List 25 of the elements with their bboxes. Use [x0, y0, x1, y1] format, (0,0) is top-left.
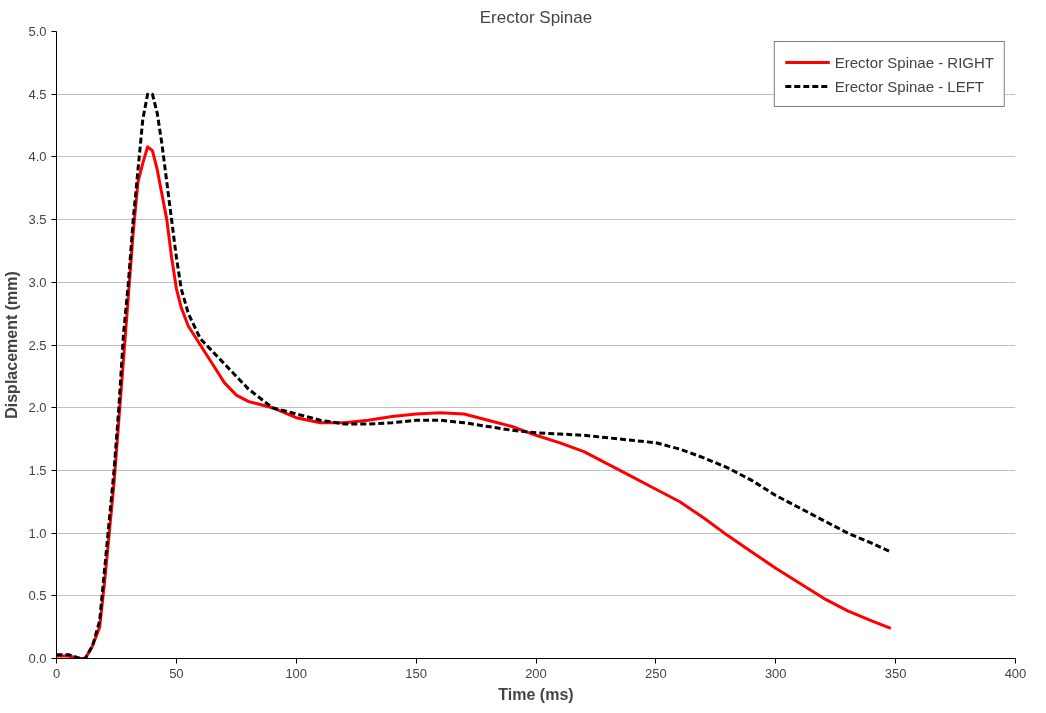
y-tick-label: 3.0	[28, 274, 47, 290]
y-tick-label: 0.5	[28, 588, 47, 604]
x-tick-label: 350	[884, 665, 907, 681]
x-tick-label: 400	[1004, 665, 1027, 681]
legend-label: Erector Spinae - LEFT	[834, 77, 985, 95]
x-tick-label: 50	[169, 665, 184, 681]
x-axis-title: Time (ms)	[498, 685, 574, 703]
y-tick-label: 2.5	[28, 337, 47, 353]
chart-title: Erector Spinae	[479, 7, 593, 27]
y-tick-label: 5.0	[28, 24, 47, 39]
y-tick-label: 3.5	[28, 212, 47, 228]
x-tick-label: 0	[52, 665, 61, 681]
y-tick-label: 1.5	[28, 462, 47, 478]
x-tick-label: 100	[285, 665, 308, 681]
x-tick-label: 150	[405, 665, 427, 681]
x-tick-label: 200	[525, 665, 547, 681]
y-axis-title: Displacement (mm)	[3, 271, 21, 419]
y-tick-label: 4.5	[28, 86, 47, 102]
y-tick-label: 1.0	[28, 525, 47, 541]
y-tick-label: 0.0	[28, 651, 47, 666]
y-tick-label: 2.0	[28, 400, 47, 416]
y-tick-label: 4.0	[28, 149, 47, 165]
x-tick-label: 250	[645, 665, 667, 681]
legend-label: Erector Spinae - RIGHT	[834, 53, 994, 71]
x-tick-label: 300	[764, 665, 787, 681]
